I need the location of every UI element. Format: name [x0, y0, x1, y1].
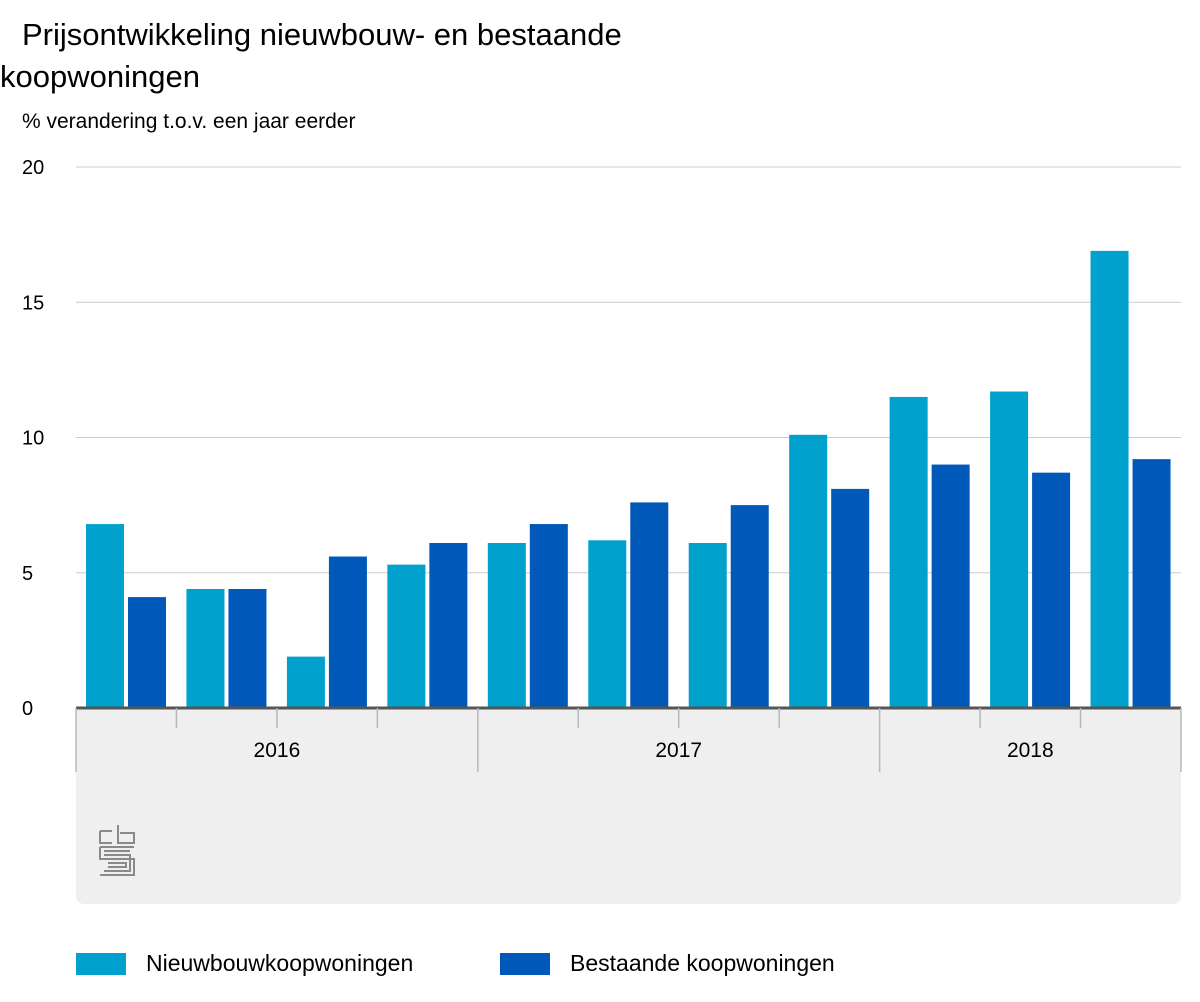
- x-year-label-2016: 2016: [254, 739, 301, 762]
- bar-nieuwbouw-3: [387, 564, 426, 708]
- bar-bestaande-9: [1032, 472, 1071, 708]
- bar-bestaande-7: [831, 488, 870, 708]
- chart-title: Prijsontwikkeling nieuwbouw- en bestaand…: [0, 14, 720, 98]
- bar-nieuwbouw-10: [1090, 250, 1129, 709]
- legend: Nieuwbouwkoopwoningen Bestaande koopwoni…: [0, 950, 1200, 980]
- bar-bestaande-10: [1132, 459, 1171, 708]
- bar-nieuwbouw-8: [889, 396, 928, 708]
- bar-bestaande-6: [730, 505, 769, 708]
- y-tick-label-10: 10: [22, 428, 44, 450]
- chart-title-line-2: koopwoningen: [0, 59, 200, 94]
- legend-item-nieuwbouw: Nieuwbouwkoopwoningen: [76, 950, 413, 977]
- y-tick-label-20: 20: [22, 157, 44, 179]
- bar-nieuwbouw-1: [186, 588, 225, 708]
- bar-nieuwbouw-2: [286, 656, 325, 708]
- legend-swatch-bestaande: [500, 952, 550, 975]
- legend-label-bestaande: Bestaande koopwoningen: [570, 950, 835, 976]
- bar-nieuwbouw-7: [789, 434, 828, 708]
- x-year-label-2018: 2018: [1007, 739, 1054, 762]
- bar-nieuwbouw-5: [588, 540, 627, 708]
- cbs-logo-icon: [99, 825, 135, 876]
- legend-item-bestaande: Bestaande koopwoningen: [500, 950, 835, 977]
- y-tick-label-15: 15: [22, 292, 44, 314]
- bar-bestaande-1: [228, 588, 267, 708]
- legend-label-nieuwbouw: Nieuwbouwkoopwoningen: [146, 950, 414, 976]
- y-tick-label-0: 0: [22, 698, 33, 720]
- bar-nieuwbouw-0: [86, 524, 124, 708]
- bar-nieuwbouw-9: [990, 391, 1029, 708]
- y-axis-label: % verandering t.o.v. een jaar eerder: [22, 110, 356, 133]
- bar-bestaande-3: [429, 542, 468, 708]
- x-axis-panel: [76, 708, 1181, 904]
- chart-title-line-1: Prijsontwikkeling nieuwbouw- en bestaand…: [22, 17, 622, 52]
- bar-bestaande-2: [328, 556, 367, 708]
- bar-bestaande-5: [630, 502, 669, 708]
- bar-nieuwbouw-6: [688, 542, 727, 708]
- y-tick-label-5: 5: [22, 563, 33, 585]
- legend-swatch-nieuwbouw: [76, 952, 126, 975]
- bar-nieuwbouw-4: [487, 542, 526, 708]
- bar-bestaande-0: [128, 597, 166, 708]
- x-year-label-2017: 2017: [655, 739, 702, 762]
- bar-bestaande-4: [529, 524, 568, 708]
- bar-bestaande-8: [931, 464, 970, 708]
